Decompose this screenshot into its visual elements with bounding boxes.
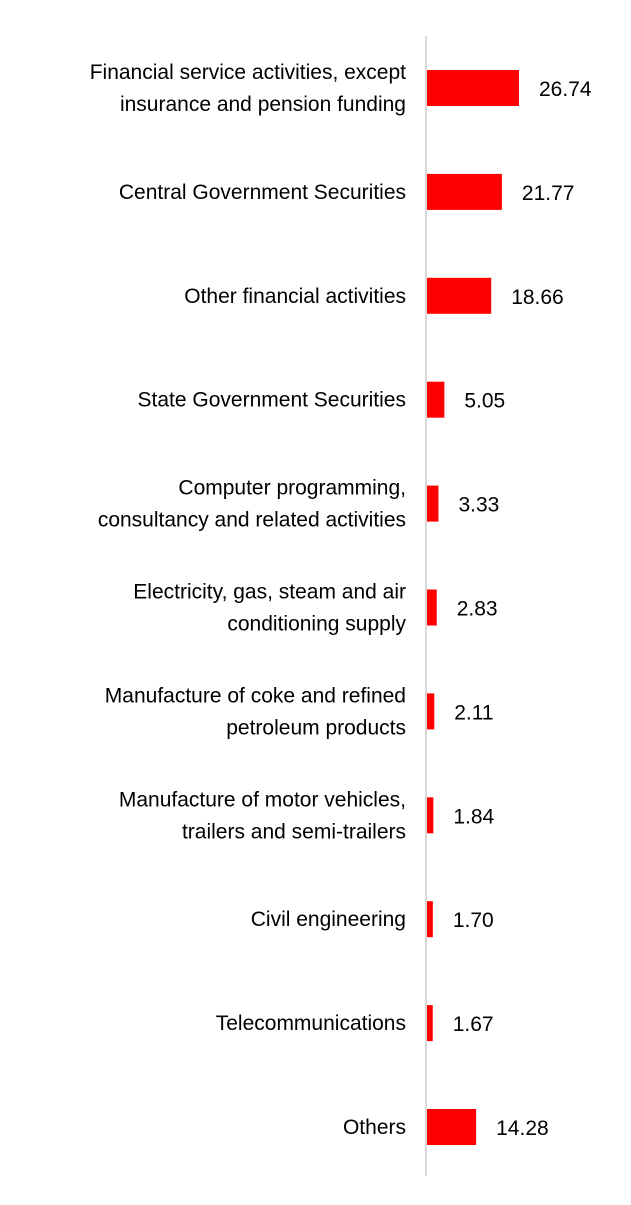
category-label-line: insurance and pension funding (120, 93, 406, 116)
bar-row: Central Government Securities 21.77 (119, 173, 575, 210)
bar (427, 277, 492, 314)
bar (427, 797, 434, 834)
value-label: 18.66 (511, 286, 564, 309)
bar-row: Others 14.28 (343, 1109, 549, 1145)
category-label-line: Telecommunications (216, 1012, 406, 1035)
category-label: Others (343, 1116, 406, 1139)
bar-row: Financial service activities, except insu… (90, 61, 592, 116)
category-label-line: Others (343, 1116, 406, 1139)
category-label: Computer programming, consultancy and rel… (98, 477, 406, 532)
category-label: Telecommunications (216, 1012, 406, 1035)
bar-row: Manufacture of coke and refined petroleum… (105, 684, 494, 739)
value-label: 14.28 (496, 1117, 549, 1140)
value-label: 1.67 (453, 1013, 494, 1036)
category-label: Electricity, gas, steam and air condition… (133, 581, 406, 636)
bar-row: Civil engineering 1.70 (251, 901, 494, 938)
bar (427, 381, 445, 418)
category-label: Financial service activities, except insu… (90, 61, 406, 116)
bar-row: Electricity, gas, steam and air condition… (133, 581, 497, 636)
bar-row: State Government Securities 5.05 (138, 381, 505, 418)
category-label: State Government Securities (138, 389, 406, 412)
category-label-line: State Government Securities (138, 389, 406, 412)
category-label-line: consultancy and related activities (98, 509, 406, 532)
bar-row: Other financial activities 18.66 (184, 277, 564, 314)
bar (427, 70, 519, 106)
bar (427, 901, 433, 938)
bar-row: Computer programming, consultancy and rel… (98, 477, 500, 532)
category-label-line: Manufacture of coke and refined (105, 684, 406, 707)
category-label: Other financial activities (184, 285, 406, 308)
category-label-line: Central Government Securities (119, 181, 406, 204)
bar (427, 589, 437, 626)
value-label: 26.74 (539, 78, 592, 101)
value-label: 21.77 (522, 182, 575, 205)
category-label-line: Computer programming, (178, 477, 406, 500)
category-label-line: petroleum products (226, 716, 406, 739)
category-label-line: trailers and semi-trailers (182, 820, 406, 843)
bar (427, 173, 502, 210)
category-label: Civil engineering (251, 908, 406, 931)
bar (427, 693, 435, 730)
bar-row: Manufacture of motor vehicles, trailers a… (119, 788, 495, 843)
category-label-line: Manufacture of motor vehicles, (119, 788, 406, 811)
category-label: Manufacture of coke and refined petroleum… (105, 684, 406, 739)
value-label: 1.70 (453, 909, 494, 932)
bar (427, 1005, 433, 1042)
value-label: 2.11 (454, 701, 493, 724)
category-label-line: Other financial activities (184, 285, 406, 308)
bar (427, 485, 439, 522)
category-label: Central Government Securities (119, 181, 406, 204)
value-label: 5.05 (464, 390, 505, 413)
category-label-line: Civil engineering (251, 908, 406, 931)
category-label-line: Financial service activities, except (90, 61, 406, 84)
category-label-line: Electricity, gas, steam and air (133, 581, 406, 604)
value-label: 2.83 (457, 598, 498, 621)
value-label: 3.33 (458, 494, 499, 517)
chart-rows: Financial service activities, except insu… (90, 61, 592, 1145)
bar-row: Telecommunications 1.67 (216, 1005, 494, 1042)
category-label-line: conditioning supply (227, 613, 406, 636)
bar (427, 1109, 477, 1145)
value-label: 1.84 (453, 805, 494, 828)
category-label: Manufacture of motor vehicles, trailers a… (119, 788, 406, 843)
